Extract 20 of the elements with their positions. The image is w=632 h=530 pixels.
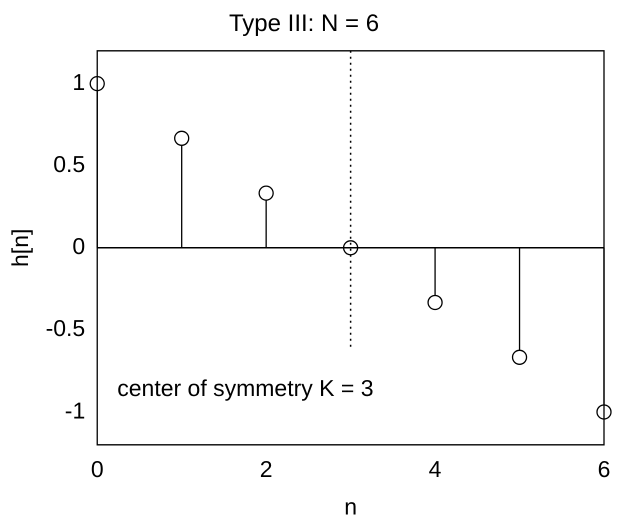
chart-title: Type III: N = 6 bbox=[228, 10, 380, 38]
y-tick-label: 0 bbox=[72, 233, 86, 260]
point bbox=[427, 294, 443, 310]
y-tick-label: -0.5 bbox=[46, 315, 86, 342]
point bbox=[342, 240, 358, 256]
point bbox=[174, 130, 190, 146]
y-tick-label: -1 bbox=[64, 397, 86, 424]
x-tick-label: 2 bbox=[260, 456, 273, 482]
x-axis-title: n bbox=[344, 494, 358, 520]
x-tick-label: 4 bbox=[428, 456, 442, 482]
x-tick-label: 0 bbox=[90, 456, 104, 482]
point bbox=[512, 350, 528, 365]
y-tick-label: 0.5 bbox=[53, 151, 86, 178]
y-tick-label: 1 bbox=[72, 68, 86, 95]
ref-line-label: center of symmetry K = 3 bbox=[117, 375, 374, 402]
point bbox=[596, 404, 612, 420]
x-tick-label: 6 bbox=[598, 456, 610, 482]
point bbox=[258, 185, 274, 201]
y-axis-title: h[n] bbox=[7, 228, 34, 267]
point bbox=[90, 76, 105, 92]
